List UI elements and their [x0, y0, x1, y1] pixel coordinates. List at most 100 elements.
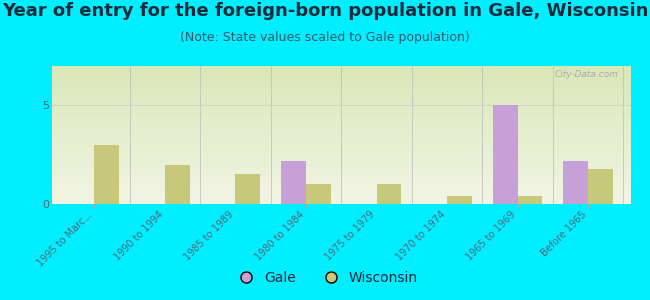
- Bar: [52, 94, 630, 95]
- Bar: [52, 130, 630, 131]
- Bar: [52, 183, 630, 184]
- Bar: [52, 188, 630, 189]
- Bar: [52, 101, 630, 102]
- Bar: [52, 159, 630, 160]
- Bar: [52, 192, 630, 193]
- Bar: [52, 108, 630, 109]
- Bar: [52, 137, 630, 138]
- Bar: [52, 115, 630, 116]
- Bar: [52, 105, 630, 106]
- Bar: [52, 74, 630, 75]
- Bar: [52, 154, 630, 155]
- Bar: [52, 82, 630, 83]
- Bar: [52, 125, 630, 126]
- Bar: [52, 98, 630, 99]
- Bar: [52, 134, 630, 135]
- Bar: [52, 191, 630, 192]
- Bar: [52, 124, 630, 125]
- Bar: [52, 75, 630, 76]
- Bar: [52, 149, 630, 150]
- Bar: [52, 187, 630, 188]
- Bar: [52, 156, 630, 157]
- Bar: [52, 155, 630, 156]
- Bar: [52, 77, 630, 78]
- Bar: [52, 196, 630, 197]
- Bar: [52, 168, 630, 169]
- Bar: [52, 122, 630, 123]
- Bar: [52, 100, 630, 101]
- Bar: [52, 169, 630, 170]
- Bar: [52, 78, 630, 79]
- Bar: [447, 196, 472, 204]
- Bar: [52, 112, 630, 113]
- Bar: [52, 167, 630, 168]
- Bar: [564, 160, 588, 204]
- Bar: [52, 141, 630, 142]
- Bar: [52, 69, 630, 70]
- Bar: [52, 144, 630, 145]
- Bar: [52, 166, 630, 167]
- Bar: [52, 104, 630, 105]
- Bar: [52, 177, 630, 178]
- Bar: [52, 189, 630, 190]
- Bar: [52, 118, 630, 119]
- Bar: [52, 146, 630, 147]
- Bar: [52, 117, 630, 118]
- Bar: [165, 165, 190, 204]
- Bar: [52, 171, 630, 172]
- Bar: [52, 194, 630, 195]
- Bar: [52, 143, 630, 144]
- Bar: [52, 202, 630, 203]
- Bar: [52, 76, 630, 77]
- Bar: [52, 164, 630, 165]
- Bar: [52, 133, 630, 134]
- Bar: [281, 160, 306, 204]
- Bar: [52, 174, 630, 175]
- Bar: [52, 81, 630, 82]
- Bar: [52, 152, 630, 153]
- Bar: [52, 95, 630, 96]
- Bar: [52, 93, 630, 94]
- Text: Year of entry for the foreign-born population in Gale, Wisconsin: Year of entry for the foreign-born popul…: [2, 2, 648, 20]
- Bar: [52, 139, 630, 140]
- Bar: [52, 185, 630, 186]
- Bar: [52, 116, 630, 117]
- Bar: [52, 89, 630, 90]
- Bar: [52, 151, 630, 152]
- Bar: [52, 114, 630, 115]
- Bar: [94, 145, 119, 204]
- Bar: [52, 127, 630, 128]
- Bar: [52, 121, 630, 122]
- Bar: [52, 96, 630, 97]
- Bar: [52, 136, 630, 137]
- Bar: [52, 201, 630, 202]
- Bar: [52, 102, 630, 103]
- Bar: [52, 129, 630, 130]
- Bar: [52, 162, 630, 163]
- Legend: Gale, Wisconsin: Gale, Wisconsin: [227, 265, 423, 290]
- Text: (Note: State values scaled to Gale population): (Note: State values scaled to Gale popul…: [180, 32, 470, 44]
- Bar: [52, 176, 630, 177]
- Bar: [52, 142, 630, 143]
- Bar: [52, 110, 630, 111]
- Bar: [52, 153, 630, 154]
- Bar: [52, 68, 630, 69]
- Bar: [517, 196, 542, 204]
- Bar: [52, 126, 630, 127]
- Bar: [52, 175, 630, 176]
- Bar: [52, 158, 630, 159]
- Bar: [52, 157, 630, 158]
- Bar: [52, 161, 630, 162]
- Bar: [493, 105, 517, 204]
- Bar: [235, 174, 260, 204]
- Bar: [52, 85, 630, 86]
- Bar: [52, 120, 630, 121]
- Bar: [52, 180, 630, 181]
- Bar: [52, 140, 630, 141]
- Bar: [52, 160, 630, 161]
- Bar: [52, 173, 630, 174]
- Bar: [52, 163, 630, 164]
- Bar: [52, 195, 630, 196]
- Bar: [52, 66, 630, 67]
- Bar: [52, 92, 630, 93]
